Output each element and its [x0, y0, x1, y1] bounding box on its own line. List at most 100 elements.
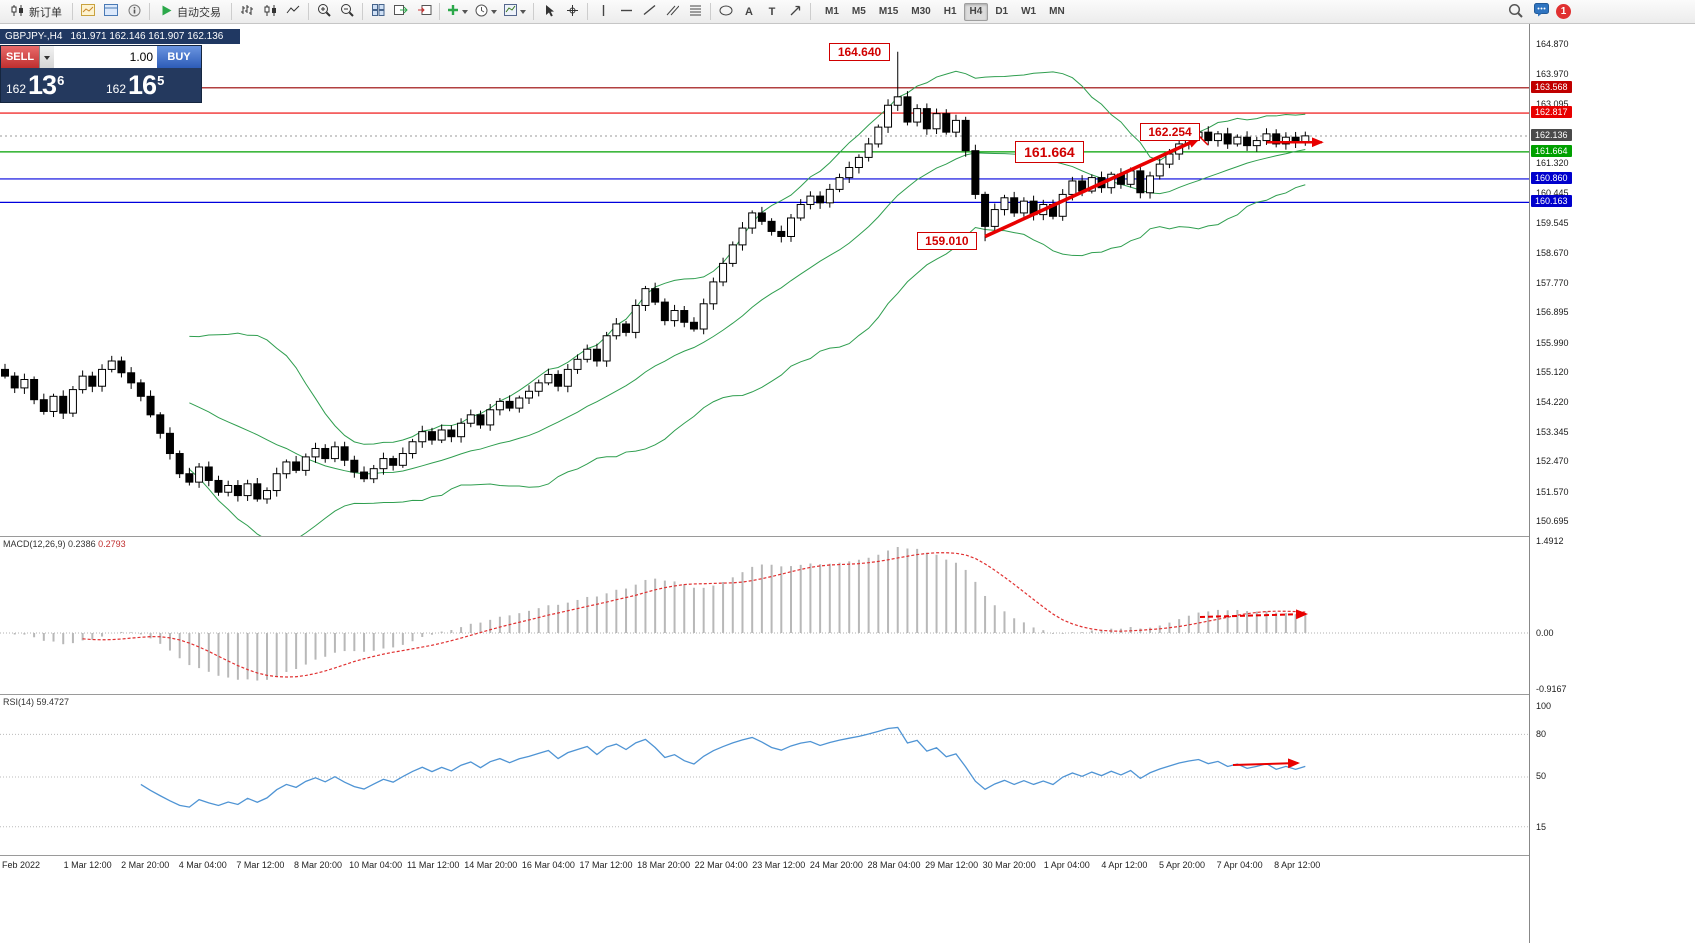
axis-label: 100 — [1536, 701, 1552, 711]
axis-label: 80 — [1536, 729, 1547, 739]
time-label: 11 Mar 12:00 — [407, 860, 460, 870]
sell-button[interactable]: SELL — [1, 46, 39, 68]
timeframe-m1[interactable]: M1 — [819, 3, 845, 21]
timeframe-m5[interactable]: M5 — [846, 3, 872, 21]
bar-chart-button[interactable] — [236, 2, 258, 22]
text-tool-button[interactable]: A — [738, 2, 760, 22]
notification-badge[interactable]: 1 — [1556, 4, 1571, 19]
search-button[interactable] — [1504, 2, 1526, 22]
axis-label: 163.970 — [1536, 69, 1569, 80]
auto-scroll-icon — [393, 4, 409, 19]
panel-splitter[interactable] — [0, 694, 1695, 695]
time-label: 30 Mar 20:00 — [982, 860, 1036, 870]
price-tag: 162.817 — [1531, 106, 1572, 119]
profiles-button[interactable] — [100, 2, 122, 22]
trade-controls-row: SELL BUY — [1, 46, 201, 68]
separator — [710, 3, 711, 20]
chevron-down-icon — [491, 10, 497, 17]
chevron-down-icon — [462, 10, 468, 17]
axis-label: -0.9167 — [1536, 684, 1567, 694]
time-label: 1 Mar 12:00 — [63, 860, 112, 870]
candlestick-chart-button[interactable] — [259, 2, 281, 22]
chart-plot-area[interactable]: MACD(12,26,9) 0.2386 0.2793 RSI(14) 59.4… — [0, 24, 1529, 943]
horizontal-line-button[interactable] — [615, 2, 637, 22]
channel-button[interactable] — [661, 2, 683, 22]
macd-panel[interactable] — [0, 537, 1529, 694]
axis-label: 152.470 — [1536, 456, 1569, 467]
label-tool-button[interactable]: T — [761, 2, 783, 22]
text-tool-icon: A — [745, 5, 753, 18]
new-chart-button[interactable] — [77, 2, 99, 22]
price-callout[interactable]: 164.640 — [829, 42, 890, 61]
zoom-in-button[interactable] — [313, 2, 335, 22]
buy-price[interactable]: 162 16 5 — [106, 70, 165, 100]
price-tag: 161.664 — [1531, 144, 1572, 157]
volume-input[interactable] — [54, 46, 157, 68]
template-icon — [504, 4, 517, 19]
price-callout[interactable]: 159.010 — [916, 232, 978, 251]
chart-window-icon — [81, 4, 95, 19]
separator — [533, 3, 534, 20]
macd-label: MACD(12,26,9) 0.2386 0.2793 — [3, 539, 126, 549]
rsi-label: RSI(14) 59.4727 — [3, 697, 70, 707]
horizontal-line-icon — [620, 6, 633, 18]
auto-trading-button[interactable]: 自动交易 — [154, 2, 227, 22]
time-label: 4 Apr 12:00 — [1101, 860, 1148, 870]
volume-dropdown[interactable] — [39, 46, 54, 68]
price-callout[interactable]: 162.254 — [1139, 123, 1201, 142]
rsi-panel[interactable] — [0, 695, 1529, 855]
periods-button[interactable] — [472, 2, 500, 22]
timeframe-m15[interactable]: M15 — [873, 3, 904, 21]
vertical-line-icon — [599, 4, 608, 20]
timeframe-h4[interactable]: H4 — [963, 2, 989, 21]
label-tool-icon: T — [768, 5, 776, 18]
panel-splitter[interactable] — [0, 536, 1695, 537]
timeframe-h1[interactable]: H1 — [938, 3, 963, 21]
cursor-button[interactable] — [538, 2, 560, 22]
axis-label: 15 — [1536, 822, 1547, 832]
price-chart[interactable] — [0, 24, 1529, 536]
axis-label: 163.095 — [1536, 98, 1569, 109]
trendline-button[interactable] — [638, 2, 660, 22]
timeframe-group: M1 M5 M15 M30 H1 H4 D1 W1 MN — [819, 2, 1071, 21]
tile-windows-button[interactable] — [367, 2, 389, 22]
chart-title-bar[interactable]: GBPJPY-,H4 161.971 162.146 161.907 162.1… — [0, 29, 240, 44]
sell-price[interactable]: 162 13 6 — [6, 70, 65, 100]
time-label: 17 Mar 12:00 — [579, 860, 633, 870]
symbol-period: GBPJPY-,H4 — [5, 31, 63, 42]
bar-chart-icon — [240, 4, 254, 19]
time-label: 8 Mar 20:00 — [293, 860, 343, 870]
ellipse-icon — [719, 5, 733, 19]
time-label: 1 Apr 04:00 — [1043, 860, 1090, 870]
time-label: 10 Mar 04:00 — [349, 860, 403, 870]
community-button[interactable] — [1530, 2, 1552, 22]
vertical-line-button[interactable] — [592, 2, 614, 22]
line-chart-button[interactable] — [282, 2, 304, 22]
time-axis[interactable]: Feb 2022 1 Mar 12:00 2 Mar 20:00 4 Mar 04:0… — [0, 857, 1529, 875]
timeframe-m30[interactable]: M30 — [905, 3, 936, 21]
zoom-out-button[interactable] — [336, 2, 358, 22]
arrows-tool-button[interactable] — [784, 2, 806, 22]
ohlc-values: 161.971 162.146 161.907 162.136 — [70, 31, 224, 42]
buy-button[interactable]: BUY — [157, 46, 201, 68]
crosshair-button[interactable] — [561, 2, 583, 22]
fibonacci-button[interactable] — [684, 2, 706, 22]
time-label: 4 Mar 04:00 — [178, 860, 227, 870]
data-window-button[interactable] — [123, 2, 145, 22]
price-callout[interactable]: 161.664 — [1015, 140, 1084, 163]
line-chart-icon — [286, 4, 300, 19]
new-order-button[interactable]: 新订单 — [4, 2, 68, 22]
chart-shift-button[interactable] — [413, 2, 435, 22]
indicators-button[interactable] — [444, 2, 471, 22]
shapes-button[interactable] — [715, 2, 737, 22]
cursor-icon — [544, 4, 555, 20]
templates-button[interactable] — [501, 2, 529, 22]
auto-scroll-button[interactable] — [390, 2, 412, 22]
price-axis[interactable]: 164.870 163.970 163.095 161.320 160.445 159.5… — [1529, 24, 1695, 943]
axis-label: 155.120 — [1536, 367, 1569, 378]
timeframe-w1[interactable]: W1 — [1015, 3, 1042, 21]
timeframe-mn[interactable]: MN — [1043, 3, 1071, 21]
trade-prices-row: 162 13 6 162 16 5 — [1, 68, 201, 102]
time-label: 7 Apr 04:00 — [1216, 860, 1263, 870]
timeframe-d1[interactable]: D1 — [989, 3, 1014, 21]
